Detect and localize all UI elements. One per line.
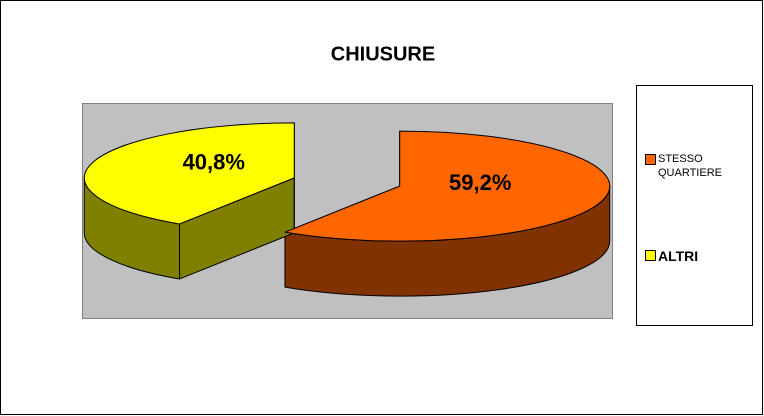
- legend-label: ALTRI: [658, 248, 699, 264]
- data-label: 59,2%: [449, 170, 511, 195]
- chart-title: CHIUSURE: [331, 43, 435, 65]
- legend-box: [636, 85, 753, 326]
- legend-label: STESSO QUARTIERE: [658, 153, 722, 179]
- legend-swatch: [645, 250, 656, 261]
- data-label: 40,8%: [183, 149, 245, 174]
- legend-swatch: [645, 154, 656, 165]
- pie-slice: [83, 122, 295, 225]
- pie-slice: [284, 130, 611, 242]
